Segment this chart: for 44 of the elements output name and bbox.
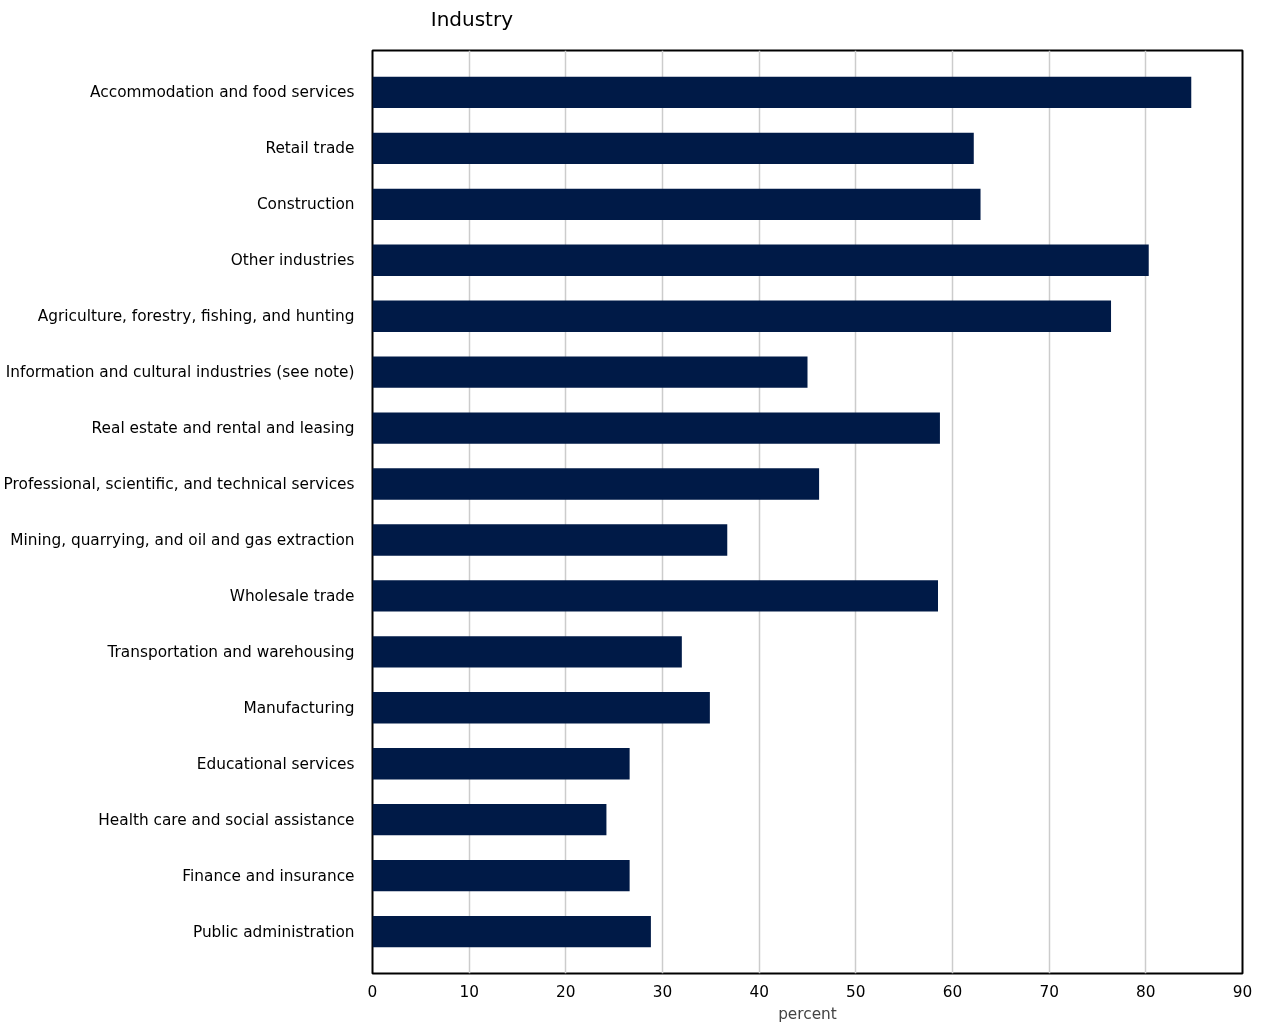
y-tick-label: Finance and insurance (182, 866, 355, 885)
y-tick-label: Educational services (196, 754, 355, 773)
bar (372, 748, 630, 780)
bar (372, 580, 938, 612)
x-tick-label: 80 (1136, 982, 1156, 1001)
bar (372, 692, 710, 724)
x-tick-label: 40 (749, 982, 769, 1001)
y-tick-label: Accommodation and food services (90, 83, 355, 102)
bar (372, 188, 981, 220)
x-tick-label: 90 (1232, 982, 1253, 1001)
y-tick-label: Professional, scientific, and technical services (3, 475, 355, 494)
y-tick-label: Mining, quarrying, and oil and gas extraction (10, 530, 355, 549)
bar (372, 356, 808, 388)
y-tick-label: Agriculture, forestry, fishing, and hunting (37, 307, 355, 326)
x-tick-label: 60 (942, 982, 963, 1001)
bar (372, 132, 974, 165)
bar (372, 804, 607, 836)
y-tick-label: Real estate and rental and leasing (91, 419, 355, 438)
bar (372, 915, 651, 948)
y-tick-label: Wholesale trade (229, 586, 355, 605)
y-tick-label: Information and cultural industries (see note) (5, 363, 355, 382)
y-tick-label: Transportation and warehousing (106, 642, 355, 661)
y-tick-label: Retail trade (265, 139, 355, 158)
bar (372, 524, 728, 556)
bar (372, 300, 1112, 332)
x-tick-label: 0 (367, 982, 378, 1001)
bar (372, 859, 630, 892)
bar (372, 76, 1192, 109)
x-tick-label: 50 (846, 982, 866, 1001)
y-tick-label: Health care and social assistance (98, 810, 355, 829)
y-axis-title: Industry (430, 6, 513, 33)
x-tick-label: 70 (1039, 982, 1059, 1001)
x-axis-title: percent (778, 1004, 837, 1023)
y-tick-label: Construction (256, 195, 355, 214)
x-tick-label: 30 (652, 982, 673, 1001)
y-tick-label: Manufacturing (243, 698, 355, 717)
x-tick-label: 20 (556, 982, 576, 1001)
bar (372, 244, 1149, 276)
bar (372, 468, 820, 500)
y-tick-label: Public administration (192, 922, 355, 941)
bar (372, 412, 940, 444)
y-tick-label: Other industries (230, 251, 355, 270)
x-tick-label: 10 (459, 982, 479, 1001)
bar (372, 636, 682, 668)
